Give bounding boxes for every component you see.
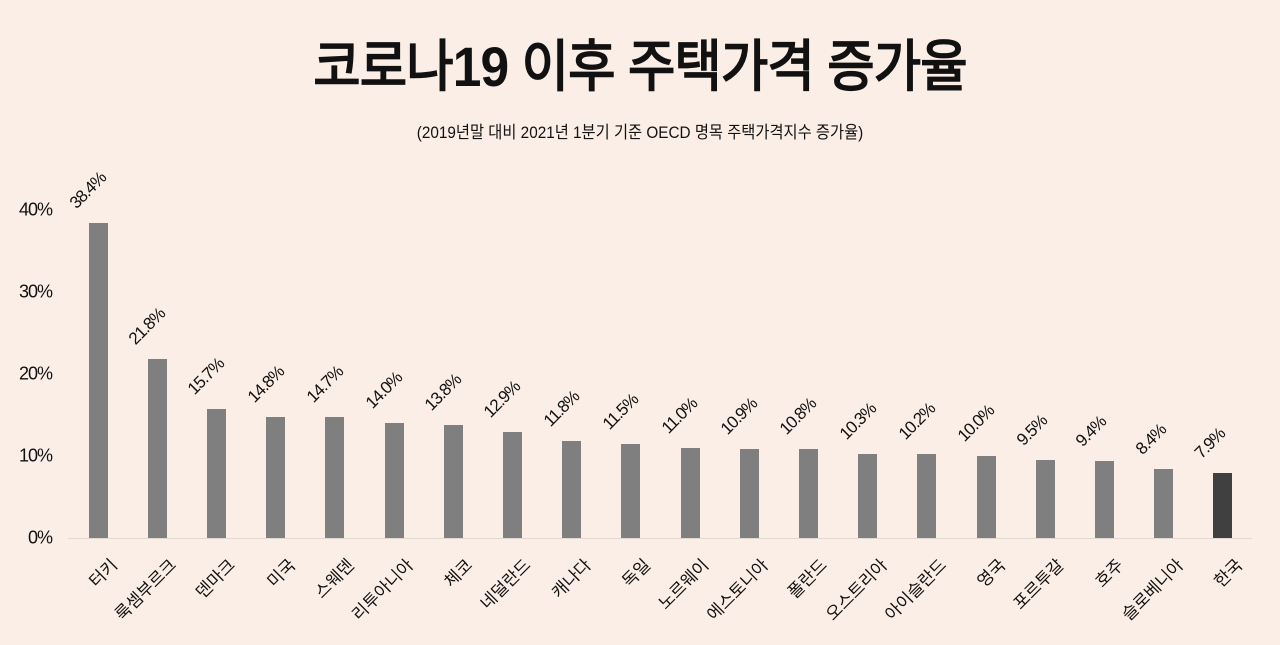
value-label: 38.4% [65,168,110,213]
value-label: 11.0% [657,393,701,438]
bar [680,447,700,538]
value-label: 10.3% [835,398,880,443]
x-axis-line [68,538,1252,539]
y-tick-label: 0% [27,527,53,548]
value-label: 10.8% [776,394,821,439]
x-tick-label: 리투아니아 [348,555,418,625]
x-tick-label: 룩셈부르크 [111,555,181,625]
value-label: 10.9% [717,393,762,438]
y-tick-label: 10% [18,445,53,466]
chart-title: 코로나19 이후 주택가격 증가율 [313,35,967,98]
value-label: 9.5% [1013,411,1052,450]
value-label: 12.9% [480,377,525,422]
x-tick-label: 체코 [440,555,477,592]
x-tick-label: 폴란드 [784,555,832,603]
x-tick-label: 스웨덴 [311,555,358,603]
x-tick-label: 오스트리아 [822,555,891,625]
value-label: 9.4% [1072,412,1111,451]
x-tick-label: 덴마크 [192,555,240,603]
value-label: 15.7% [184,354,229,399]
chart-subtitle: (2019년말 대비 2021년 1분기 기준 OECD 명목 주택가격지수 증… [416,123,864,142]
bar [739,448,759,538]
y-tick-label: 20% [18,363,53,384]
bar [206,409,226,538]
value-label: 14.8% [243,361,288,406]
x-tick-label: 영국 [973,555,1010,592]
value-label: 8.4% [1131,420,1170,459]
x-tick-label: 캐나다 [547,555,595,603]
bar [1094,460,1114,538]
x-tick-label: 한국 [1210,555,1247,592]
bar [917,454,937,538]
x-tick-label: 포르투갈 [1010,555,1068,614]
y-tick-label: 40% [18,199,53,220]
bar [88,223,108,538]
bar [858,453,878,538]
bar [976,456,996,538]
value-label: 14.7% [302,362,347,407]
x-tick-label: 네덜란드 [477,555,535,614]
bar [266,416,286,538]
x-tick-label: 미국 [263,555,299,592]
value-label: 10.0% [953,401,998,446]
x-tick-label: 슬로베니아 [1118,555,1187,625]
value-label: 11.5% [598,389,642,433]
value-label: 14.0% [361,368,406,413]
bar [562,441,582,538]
x-tick-label: 호주 [1092,555,1128,592]
bar [621,443,641,538]
bar [502,432,522,538]
bar [798,449,818,538]
bar [1035,460,1055,538]
x-tick-label: 에스토니아 [703,555,773,625]
x-tick-label: 독일 [618,555,655,592]
bar [1154,469,1174,538]
bar [1213,473,1233,538]
bar [384,423,404,538]
y-tick-label: 30% [18,281,53,302]
x-tick-label: 터키 [85,555,122,592]
x-tick-label: 아이슬란드 [881,555,950,625]
bar [147,359,167,538]
value-label: 11.8% [539,387,583,431]
value-label: 21.8% [125,304,170,349]
bar [325,417,345,538]
value-label: 10.2% [894,399,939,444]
value-label: 13.8% [421,370,466,415]
bar [443,424,463,538]
value-label: 7.9% [1190,424,1229,463]
